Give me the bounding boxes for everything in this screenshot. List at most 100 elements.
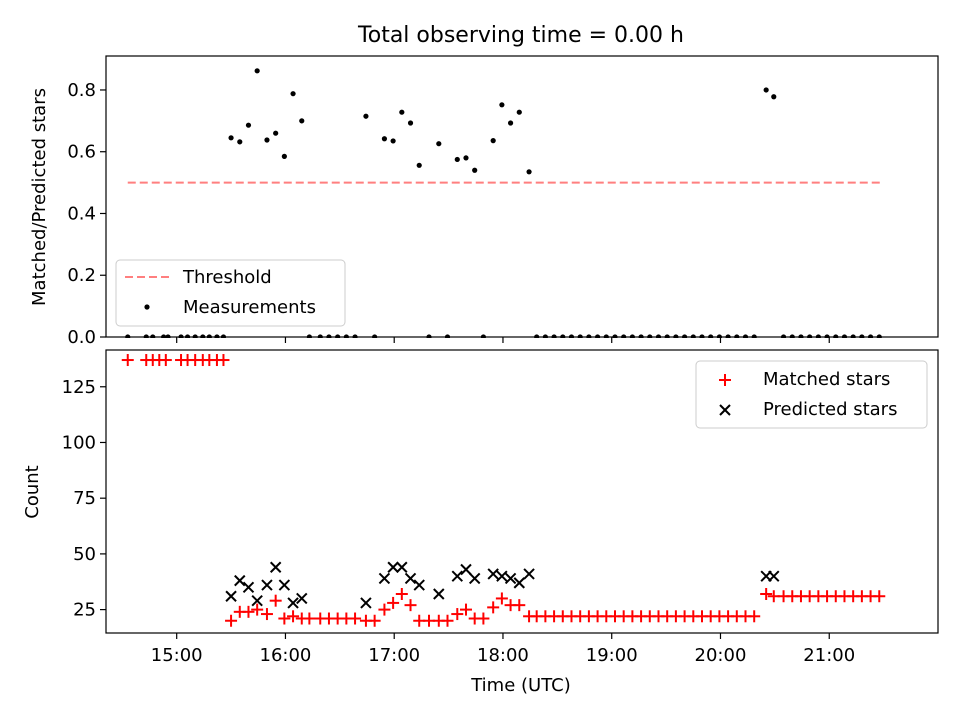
measurement-point xyxy=(416,162,422,168)
bottom-y-tick-label: 100 xyxy=(62,432,96,453)
top-y-axis-label: Matched/Predicted stars xyxy=(29,88,50,306)
measurement-point xyxy=(407,120,414,126)
measurement-point xyxy=(526,169,532,175)
matched-marker xyxy=(251,603,264,616)
measurement-point xyxy=(281,153,287,159)
x-tick-label: 18:00 xyxy=(477,645,529,666)
matched-marker xyxy=(477,612,490,625)
bottom-legend: Matched stars Predicted stars xyxy=(695,360,928,429)
legend-matched-swatch xyxy=(719,374,731,386)
predicted-marker xyxy=(523,568,535,580)
measurement-point xyxy=(290,91,296,97)
predicted-marker xyxy=(451,570,463,582)
matched-marker xyxy=(459,603,472,616)
predicted-marker xyxy=(768,570,780,582)
matched-marker xyxy=(487,601,500,614)
measurement-point xyxy=(381,136,388,142)
matched-marker xyxy=(303,612,316,625)
matched-marker xyxy=(495,592,508,605)
matched-marker xyxy=(395,588,408,601)
bottom-legend-frame xyxy=(695,360,928,429)
predicted-marker xyxy=(360,597,372,609)
bottom-y-tick-label: 125 xyxy=(62,377,96,398)
predicted-marker xyxy=(496,570,508,582)
top-plot-frame xyxy=(105,55,939,338)
bottom-y-tick-label: 50 xyxy=(73,544,96,565)
predicted-marker xyxy=(242,581,255,594)
bottom-y-tick-label: 75 xyxy=(73,488,96,509)
top-y-tick-label: 0.2 xyxy=(67,265,96,286)
legend-measurements-swatch xyxy=(144,304,150,310)
matched-marker xyxy=(287,610,300,623)
predicted-marker xyxy=(378,572,391,585)
matched-marker xyxy=(748,610,761,623)
legend-measurements-label: Measurements xyxy=(183,297,316,318)
measurement-point xyxy=(245,122,252,128)
bottom-y-tick-label: 25 xyxy=(73,600,96,621)
predicted-marker xyxy=(261,579,273,591)
matched-marker xyxy=(159,354,172,367)
x-axis-label: Time (UTC) xyxy=(470,675,571,696)
legend-predicted-label: Predicted stars xyxy=(763,399,897,420)
matched-marker xyxy=(121,354,134,367)
predicted-marker xyxy=(404,572,417,585)
matched-marker xyxy=(349,612,362,625)
predicted-marker xyxy=(487,568,499,580)
predicted-marker xyxy=(460,563,472,576)
top-y-tick-label: 0.6 xyxy=(67,142,96,163)
measurement-point xyxy=(399,109,405,115)
measurement-point xyxy=(264,137,270,143)
matched-marker xyxy=(513,599,526,612)
matched-marker xyxy=(760,588,773,601)
measurement-point xyxy=(254,68,260,74)
bottom-plot-frame xyxy=(105,349,939,634)
top-legend-frame xyxy=(115,259,346,327)
matched-marker xyxy=(404,599,417,612)
predicted-marker xyxy=(234,574,246,587)
predicted-marker xyxy=(396,561,408,573)
bottom-panel-counts: 25 50 75 100 125 15:00 16:00 17:00 18:00 19:00 20… xyxy=(22,349,939,696)
top-y-tick-label: 0.8 xyxy=(67,80,96,101)
measurement-point xyxy=(390,138,396,144)
measurement-point xyxy=(763,87,769,93)
measurement-point xyxy=(499,102,505,108)
matched-marker xyxy=(387,596,400,609)
x-tick-label: 20:00 xyxy=(695,645,747,666)
predicted-marker xyxy=(269,561,282,573)
x-tick-label: 15:00 xyxy=(151,645,203,666)
matched-marker xyxy=(441,614,454,627)
measurement-point xyxy=(507,120,514,126)
matched-marker xyxy=(260,608,273,621)
x-tick-label: 19:00 xyxy=(586,645,638,666)
matched-marker xyxy=(873,590,886,603)
measurement-point xyxy=(463,155,469,161)
top-y-tick-label: 0.0 xyxy=(67,327,96,348)
figure-title: Total observing time = 0.00 h xyxy=(357,23,684,48)
measurement-point xyxy=(299,118,305,124)
matched-marker xyxy=(269,594,282,607)
matched-marker xyxy=(217,354,230,367)
top-legend: Threshold Measurements xyxy=(115,259,346,327)
measurement-point xyxy=(237,139,243,145)
measurement-point xyxy=(516,109,522,115)
predicted-marker xyxy=(225,590,237,602)
measurement-point xyxy=(472,167,478,173)
matched-marker xyxy=(451,608,464,621)
predicted-marker xyxy=(296,592,308,605)
matched-marker xyxy=(278,612,291,625)
matched-marker xyxy=(242,605,255,618)
measurement-point xyxy=(436,141,442,147)
measurement-point xyxy=(771,94,777,100)
predicted-marker xyxy=(251,594,263,607)
predicted-marker xyxy=(278,579,291,591)
matched-marker xyxy=(368,614,381,627)
legend-matched-label: Matched stars xyxy=(763,369,890,390)
measurement-point xyxy=(363,113,369,119)
top-panel-ratio: 0.00.20.40.60.8 Matched/Predicted stars … xyxy=(29,55,939,348)
predicted-marker xyxy=(468,572,481,585)
x-tick-label: 16:00 xyxy=(260,645,312,666)
measurement-point xyxy=(273,130,279,136)
measurement-point xyxy=(228,135,234,141)
x-tick-label: 17:00 xyxy=(368,645,420,666)
